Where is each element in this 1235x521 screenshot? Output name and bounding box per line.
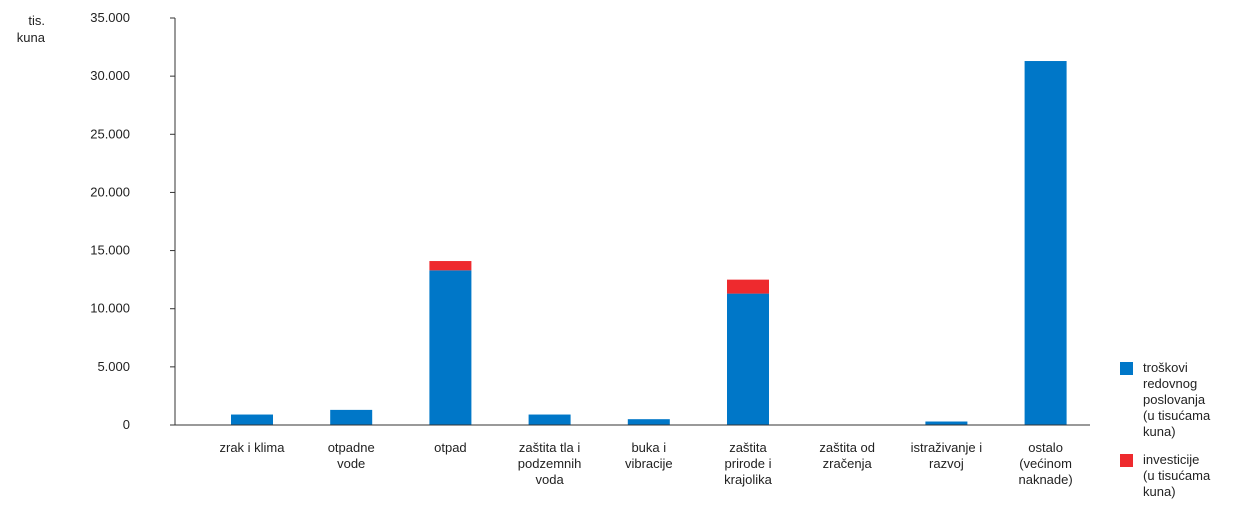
x-tick-label: otpad — [434, 440, 467, 455]
y-tick-label: 25.000 — [90, 126, 130, 141]
y-tick-label: 10.000 — [90, 301, 130, 316]
legend-swatch-investments — [1120, 454, 1133, 467]
bar-operating-costs — [429, 270, 472, 425]
y-tick-label: 0 — [123, 417, 130, 432]
x-tick-label: buka i vibracije — [625, 440, 673, 471]
y-tick-label: 5.000 — [97, 359, 130, 374]
y-tick-label: 20.000 — [90, 184, 130, 199]
x-tick-label: zaštita tla i podzemnih voda — [518, 440, 582, 487]
y-tick-label: 15.000 — [90, 243, 130, 258]
x-tick-label: zaštita od zračenja — [819, 440, 875, 471]
x-tick-label: ostalo (većinom naknade) — [1018, 440, 1072, 487]
y-tick-label: 30.000 — [90, 68, 130, 83]
x-tick-label: otpadne vode — [328, 440, 375, 471]
bars — [231, 61, 1067, 425]
bar-operating-costs — [330, 409, 373, 425]
bar-operating-costs — [528, 414, 571, 425]
legend-item-operating-costs: troškovi redovnog poslovanja (u tisućama… — [1120, 360, 1235, 440]
bar-operating-costs — [627, 419, 670, 425]
y-axis-unit-label: tis. kuna — [16, 13, 45, 45]
legend-item-investments: investicije (u tisućama kuna) — [1120, 452, 1235, 500]
y-tick-label: 35.000 — [90, 10, 130, 25]
bar-operating-costs — [231, 414, 273, 425]
bar-operating-costs — [1024, 61, 1067, 425]
x-axis: zrak i klima otpadne vode otpad zaštita tla … — [175, 424, 1090, 487]
legend-label-investments: investicije (u tisućama kuna) — [1143, 452, 1211, 499]
bar-operating-costs — [925, 421, 968, 425]
y-axis: 0 5.000 10.000 15.000 20.000 25.000 30.000 35.0… — [90, 10, 176, 432]
x-tick-label: istraživanje i razvoj — [911, 440, 983, 471]
bar-investments — [727, 279, 769, 294]
legend-label-operating-costs: troškovi redovnog poslovanja (u tisućama… — [1143, 360, 1211, 439]
legend: troškovi redovnog poslovanja (u tisućama… — [1120, 360, 1235, 512]
x-tick-label: zaštita prirode i krajolika — [724, 440, 772, 487]
x-tick-label: zrak i klima — [219, 440, 285, 455]
legend-swatch-operating-costs — [1120, 362, 1133, 375]
bar-operating-costs — [727, 293, 769, 425]
stacked-bar-chart: 0 5.000 10.000 15.000 20.000 25.000 30.000 35.0… — [90, 10, 1090, 487]
bar-investments — [429, 261, 472, 271]
